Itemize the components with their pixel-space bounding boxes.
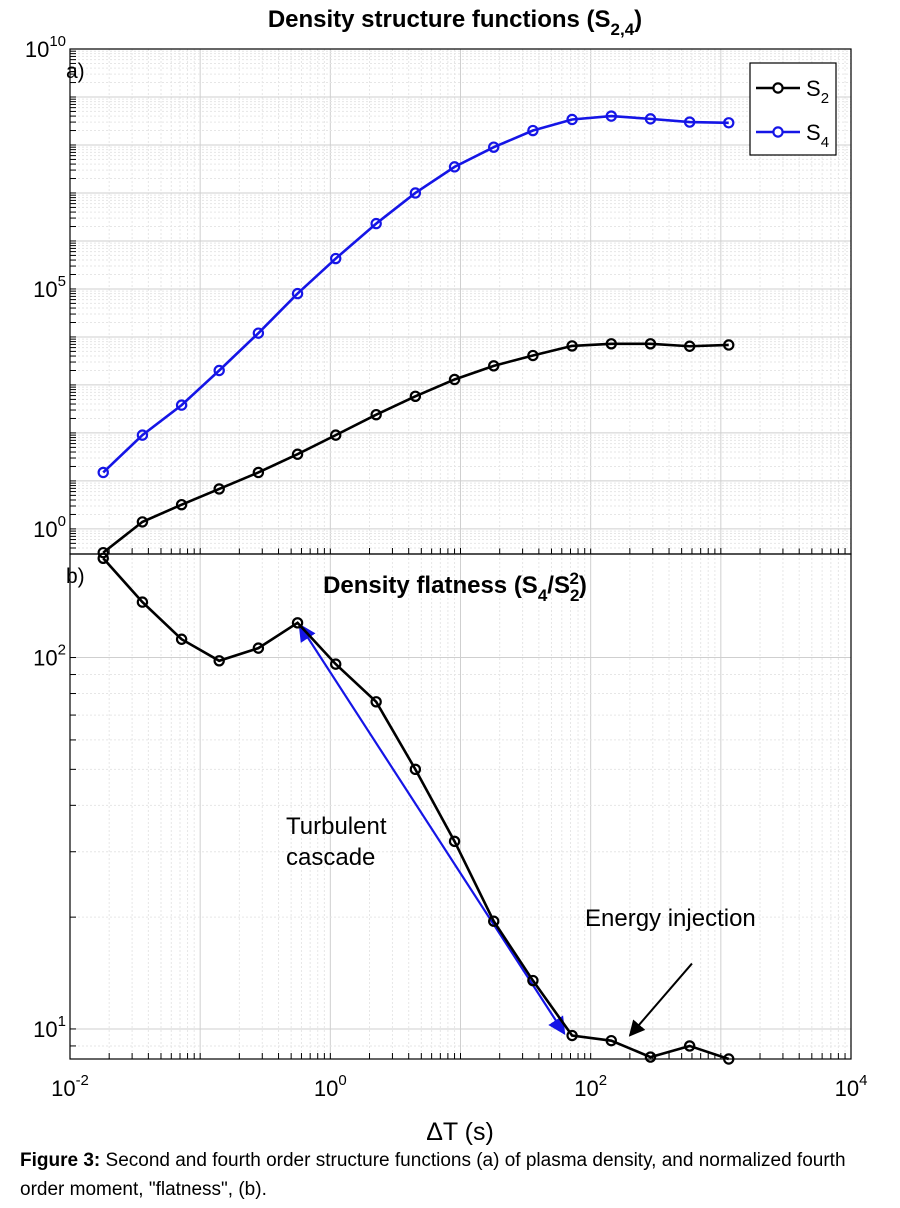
- caption-text: Second and fourth order structure functi…: [20, 1150, 846, 1200]
- x-tick-label: 100: [314, 1072, 347, 1101]
- panel-a-label: a): [66, 60, 85, 83]
- data-point: [97, 546, 109, 559]
- data-point: [527, 974, 539, 987]
- legend-marker: [772, 82, 784, 94]
- data-point: [175, 498, 188, 511]
- panel-b-title: Density flatness (S4/S22): [323, 569, 587, 605]
- series-line: [102, 114, 729, 474]
- data-point: [175, 633, 188, 645]
- series-line: [102, 557, 730, 1061]
- data-point: [330, 429, 342, 441]
- data-point: [97, 552, 109, 565]
- data-point: [683, 116, 696, 128]
- data-point: [213, 483, 225, 495]
- x-tick-labels: 10-2 100 102 104: [51, 1072, 867, 1101]
- caption-label: Figure 3:: [20, 1150, 101, 1171]
- data-point: [330, 658, 342, 670]
- series-line: [102, 342, 729, 554]
- data-point: [291, 287, 304, 300]
- data-point: [370, 217, 382, 230]
- data-point: [136, 429, 149, 441]
- x-tick-label: 104: [835, 1072, 868, 1101]
- data-point: [644, 113, 657, 125]
- figure-caption: Figure 3: Second and fourth order struct…: [20, 1146, 890, 1204]
- panel-b-y-tick-labels: 102 101: [33, 642, 66, 1042]
- data-point: [448, 161, 461, 173]
- data-point: [566, 1029, 578, 1042]
- data-point: [605, 110, 617, 122]
- data-point: [291, 448, 304, 460]
- panel-b-axes-box: [69, 553, 852, 1060]
- data-point: [291, 617, 304, 629]
- panel-a-series: [97, 110, 735, 559]
- legend-marker: [772, 126, 784, 138]
- data-point: [448, 373, 461, 386]
- panel-b-grid: [70, 554, 851, 1059]
- panel-a-title: Density structure functions (S2,4): [268, 6, 642, 39]
- data-point: [566, 113, 578, 126]
- data-point: [644, 338, 657, 350]
- data-point: [488, 360, 500, 372]
- data-point: [527, 349, 539, 362]
- legend-box: [749, 62, 837, 156]
- data-point: [644, 1051, 657, 1063]
- y-tick-label: 101: [33, 1013, 66, 1042]
- x-tick-label: 102: [574, 1072, 607, 1101]
- data-point: [488, 915, 500, 927]
- energy-injection-label: Energy injection: [585, 905, 756, 932]
- energy-injection-arrow: [628, 962, 693, 1037]
- data-point: [330, 252, 342, 265]
- data-point: [136, 596, 149, 608]
- data-point: [683, 340, 696, 352]
- data-point: [252, 642, 265, 654]
- panel-a-grid: [70, 49, 851, 554]
- data-point: [723, 339, 735, 351]
- data-point: [370, 696, 382, 708]
- data-point: [723, 1053, 735, 1065]
- turbulent-cascade-arrow: [298, 623, 566, 1036]
- data-point: [97, 466, 109, 479]
- data-point: [252, 327, 265, 339]
- data-point: [723, 117, 735, 129]
- y-tick-label: 102: [33, 642, 66, 671]
- figure: Density structure functions (S2,4) a) 10…: [25, 6, 868, 1146]
- data-point: [370, 408, 382, 421]
- panel-a-y-tick-labels: 1010 105 100: [25, 33, 66, 542]
- legend-label: S2: [806, 76, 829, 107]
- data-point: [213, 364, 225, 377]
- data-point: [252, 466, 265, 479]
- turbulent-cascade-label: Turbulent cascade: [286, 813, 387, 871]
- panel-b-series: [97, 552, 735, 1065]
- data-point: [175, 399, 188, 411]
- y-tick-label: 105: [33, 273, 66, 302]
- x-axis-label: ΔT (s): [426, 1118, 494, 1146]
- y-tick-label: 100: [33, 513, 66, 542]
- data-point: [527, 124, 539, 137]
- data-point: [566, 340, 578, 352]
- data-point: [605, 1034, 617, 1047]
- y-tick-label: 1010: [25, 33, 66, 62]
- data-point: [683, 1040, 696, 1052]
- panel-b-label: b): [66, 565, 85, 588]
- panel-a: Density structure functions (S2,4) a) 10…: [25, 6, 852, 559]
- data-point: [488, 141, 500, 153]
- x-tick-label: 10-2: [51, 1072, 89, 1101]
- legend-label: S4: [806, 120, 829, 151]
- data-point: [605, 338, 617, 350]
- data-point: [136, 516, 149, 528]
- data-point: [409, 763, 422, 776]
- data-point: [213, 655, 225, 667]
- data-point: [448, 835, 461, 848]
- panel-b-annotations: Turbulent cascade Energy injection: [286, 623, 756, 1037]
- data-point: [409, 187, 422, 199]
- panel-b: b) Density flatness (S4/S22) 102 101 10-2…: [33, 552, 867, 1146]
- data-point: [409, 390, 422, 402]
